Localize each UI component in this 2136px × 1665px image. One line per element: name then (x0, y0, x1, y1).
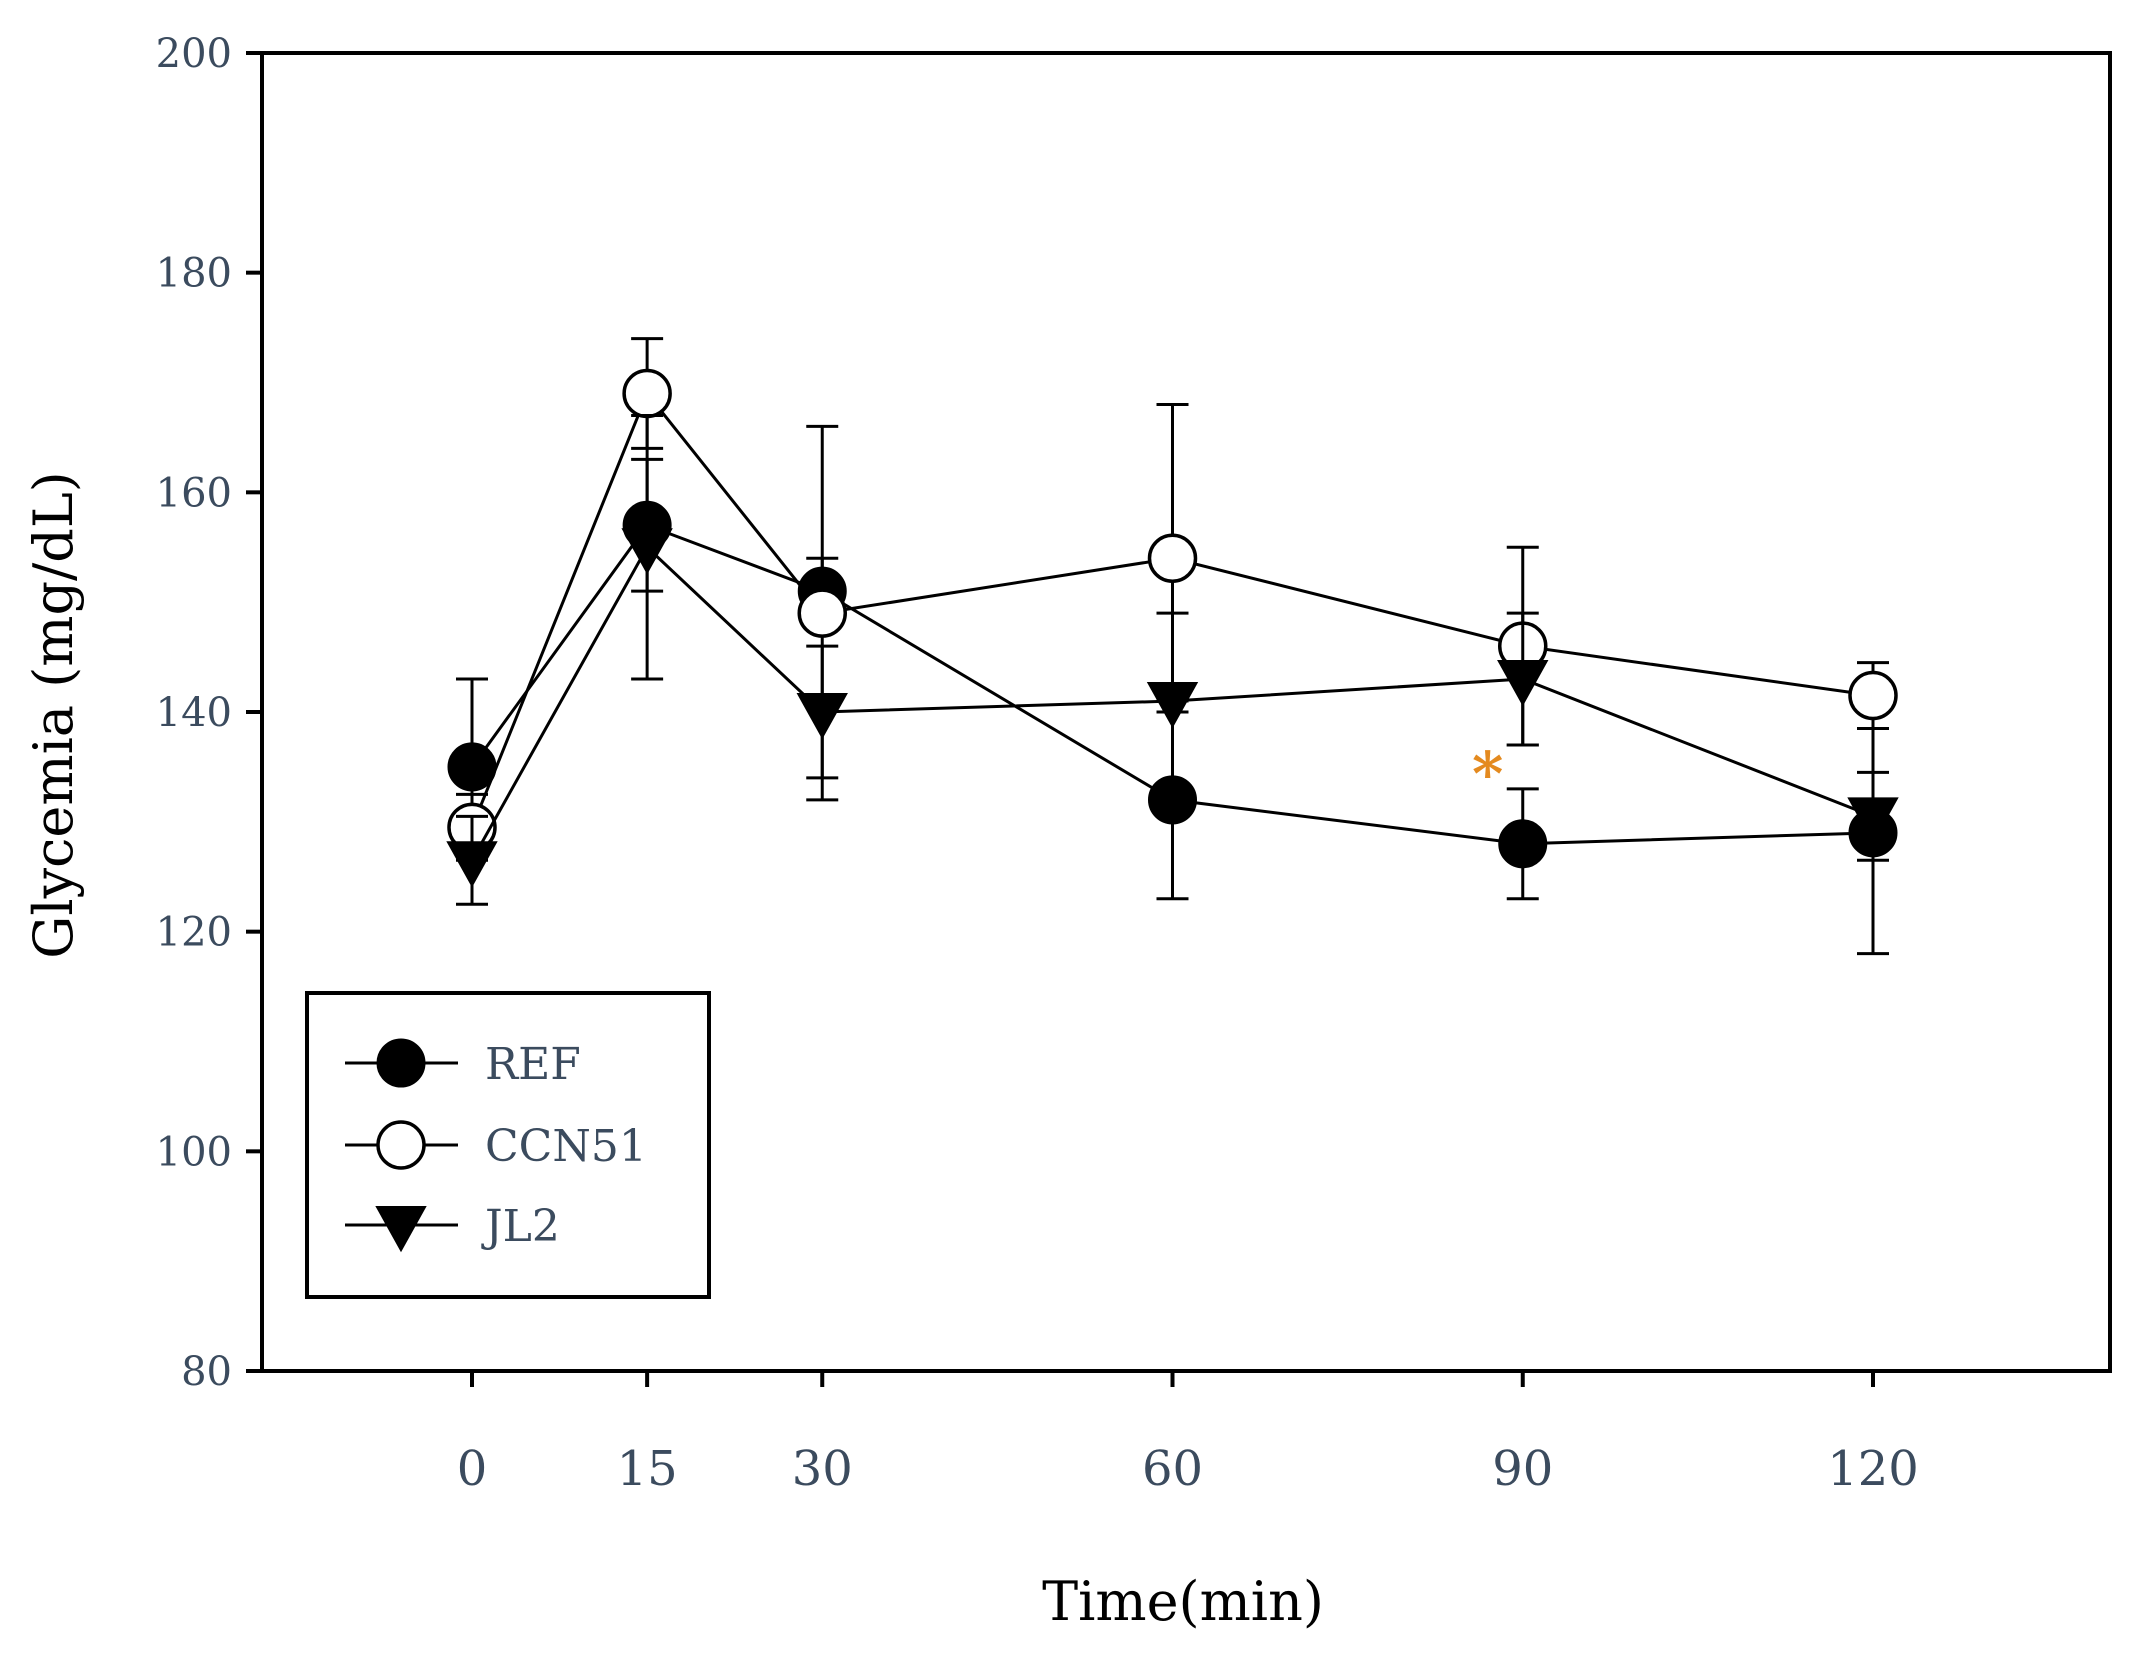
legend-label: CCN51 (485, 1121, 647, 1172)
legend-label: JL2 (481, 1201, 560, 1252)
legend-marker (376, 1038, 426, 1088)
data-point-jl2 (1497, 660, 1549, 707)
data-point-ccn51 (622, 368, 672, 419)
y-tick-label: 120 (156, 910, 232, 956)
x-axis-title: Time(min) (1042, 1570, 1324, 1633)
data-point-ccn51 (1848, 670, 1898, 721)
x-tick-label: 60 (1142, 1441, 1203, 1497)
data-point-ccn51 (797, 588, 847, 638)
series-line-jl2 (470, 544, 1874, 862)
data-point-ref (1498, 819, 1548, 869)
y-axis-title: Glycemia (mg/dL) (22, 471, 85, 958)
legend-marker (375, 1206, 427, 1253)
legend-entry-jl2: JL2 (345, 1201, 560, 1253)
data-point-jl2 (621, 528, 673, 575)
series-line-ccn51 (470, 390, 1874, 828)
data-point-jl2 (1146, 682, 1199, 729)
data-point-ccn51 (1147, 533, 1198, 583)
y-tick-label: 80 (181, 1349, 232, 1395)
data-point-jl2 (1847, 797, 1899, 844)
x-tick-label: 90 (1492, 1441, 1553, 1497)
series-layer (446, 337, 1899, 956)
data-point-jl2 (796, 693, 848, 740)
x-tick-label: 120 (1827, 1441, 1919, 1497)
y-tick-label: 160 (156, 470, 232, 516)
y-tick-label: 200 (156, 31, 232, 77)
legend: REF CCN51 JL2 (305, 991, 711, 1299)
x-axis: 0 15 30 60 90 120 (457, 1371, 1919, 1497)
y-axis: 80 100 120 140 160 180 200 (156, 31, 262, 1395)
series-jl2 (446, 413, 1899, 906)
series-line-ref (470, 523, 1874, 846)
legend-entry-ref: REF (345, 1038, 581, 1090)
significance-annotation: * (1472, 739, 1503, 809)
y-tick-label: 180 (156, 251, 232, 297)
x-tick-label: 0 (457, 1441, 488, 1497)
annotation-layer: * (1472, 739, 1503, 809)
legend-label: REF (485, 1039, 581, 1090)
data-point-jl2 (446, 841, 498, 888)
y-tick-label: 100 (156, 1129, 232, 1175)
legend-marker (376, 1120, 426, 1170)
x-tick-label: 15 (617, 1441, 678, 1497)
data-point-ref (447, 742, 497, 792)
y-tick-label: 140 (156, 690, 232, 736)
legend-entry-ccn51: CCN51 (345, 1120, 647, 1172)
x-tick-label: 30 (792, 1441, 853, 1497)
